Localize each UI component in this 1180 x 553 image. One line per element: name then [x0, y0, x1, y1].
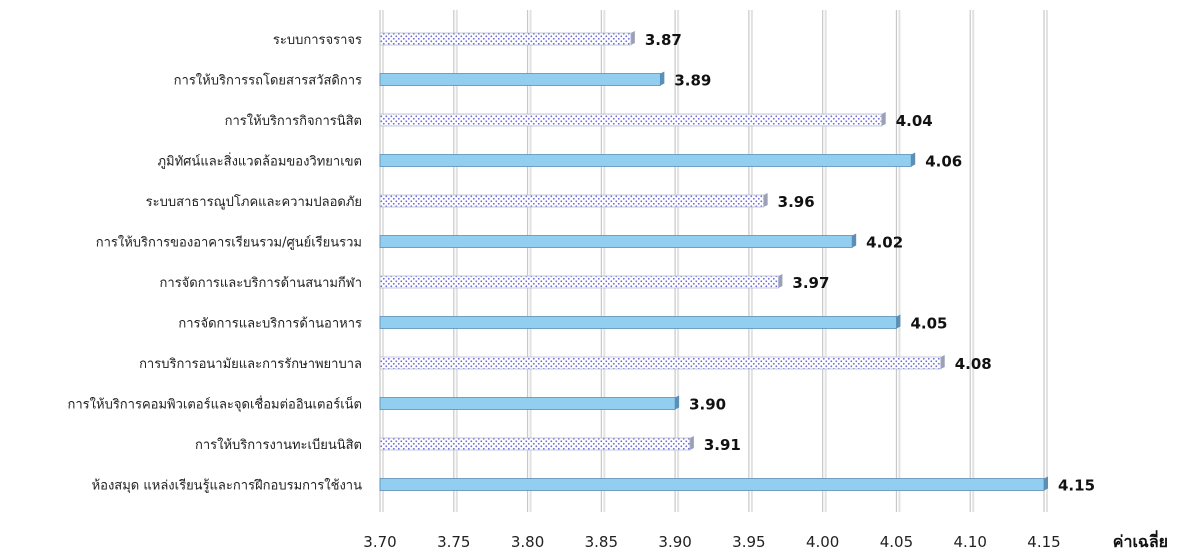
x-tick-label: 4.05	[880, 533, 913, 551]
bar-dotted	[379, 32, 632, 46]
bar-side	[630, 31, 635, 45]
x-tick-label: 4.10	[954, 533, 987, 551]
bar-solid	[379, 316, 897, 329]
category-label: ระบบการจราจร	[273, 33, 362, 48]
category-label: การให้บริการของอาคารเรียนรวม/ศูนย์เรียนร…	[96, 235, 362, 251]
x-tick-label: 3.80	[511, 533, 544, 551]
category-label: ระบบสาธารณูปโภคและความปลอดภัย	[146, 194, 362, 210]
bar-side	[763, 193, 768, 207]
x-tick-label: 4.15	[1027, 533, 1060, 551]
bar-side	[1044, 476, 1048, 491]
bars	[379, 31, 1048, 491]
value-label: 4.06	[925, 153, 962, 171]
bar-dotted	[379, 194, 765, 208]
bar-solid	[379, 73, 661, 86]
bar-solid	[379, 478, 1045, 491]
x-tick-label: 3.70	[363, 533, 396, 551]
category-label: ภูมิทัศน์และสิ่งแวดล้อมของวิทยาเขต	[157, 153, 362, 170]
bar-side	[778, 274, 783, 288]
bar-side	[896, 314, 901, 329]
value-label: 4.08	[955, 355, 992, 373]
x-tick-label: 4.00	[806, 533, 839, 551]
category-label: การให้บริการรถโดยสารสวัสดิการ	[174, 73, 362, 89]
category-label: การให้บริการงานทะเบียนนิสิต	[195, 437, 362, 453]
bar-dotted	[379, 356, 942, 370]
x-axis-title: ค่าเฉลี่ย	[1113, 530, 1168, 551]
value-label: 3.89	[674, 72, 711, 90]
bar-side	[675, 395, 680, 410]
x-tick-label: 3.85	[585, 533, 618, 551]
value-label: 4.05	[910, 315, 947, 333]
x-tick-label: 3.95	[732, 533, 765, 551]
bar-dotted	[379, 437, 691, 451]
bar-solid	[379, 235, 853, 248]
bar-side	[881, 112, 886, 126]
bar-side	[940, 355, 945, 369]
category-label: การจัดการและบริการด้านสนามกีฬา	[160, 275, 362, 291]
bar-side	[689, 436, 694, 450]
bar-dotted	[379, 113, 883, 127]
value-label: 4.04	[896, 112, 933, 130]
value-label: 3.97	[792, 274, 829, 292]
value-label: 3.96	[778, 193, 815, 211]
gridlines	[379, 10, 1048, 512]
x-tick-label: 3.75	[437, 533, 470, 551]
x-tick-label: 3.90	[658, 533, 691, 551]
value-labels: 3.87 3.89 4.04 4.06 3.96 4.02 3.97 4.05 4.08 3.90…	[645, 31, 1095, 495]
value-label: 3.90	[689, 396, 726, 414]
value-label: 3.91	[704, 436, 741, 454]
value-label: 3.87	[645, 31, 682, 49]
category-label: การให้บริการกิจการนิสิต	[225, 113, 362, 129]
bar-side	[660, 71, 665, 86]
bar-dotted	[379, 275, 779, 289]
bar-solid	[379, 154, 912, 167]
value-label: 4.15	[1058, 477, 1095, 495]
bar-solid	[379, 397, 676, 410]
x-tick-labels: 3.70 3.75 3.80 3.85 3.90 3.95 4.00 4.05 4.10 4.15	[363, 533, 1060, 551]
bar-side	[911, 152, 916, 167]
bar-side	[852, 233, 857, 248]
category-labels: ระบบการจราจรการให้บริการรถโดยสารสวัสดิกา…	[68, 33, 363, 494]
value-label: 4.02	[866, 234, 903, 252]
category-label: การจัดการและบริการด้านอาหาร	[178, 317, 362, 332]
category-label: ห้องสมุด แหล่งเรียนรู้และการฝึกอบรมการใช…	[92, 478, 363, 494]
category-label: การบริการอนามัยและการรักษาพยาบาล	[139, 357, 362, 372]
category-label: การให้บริการคอมพิวเตอร์และจุดเชื่อมต่ออิ…	[68, 395, 363, 413]
